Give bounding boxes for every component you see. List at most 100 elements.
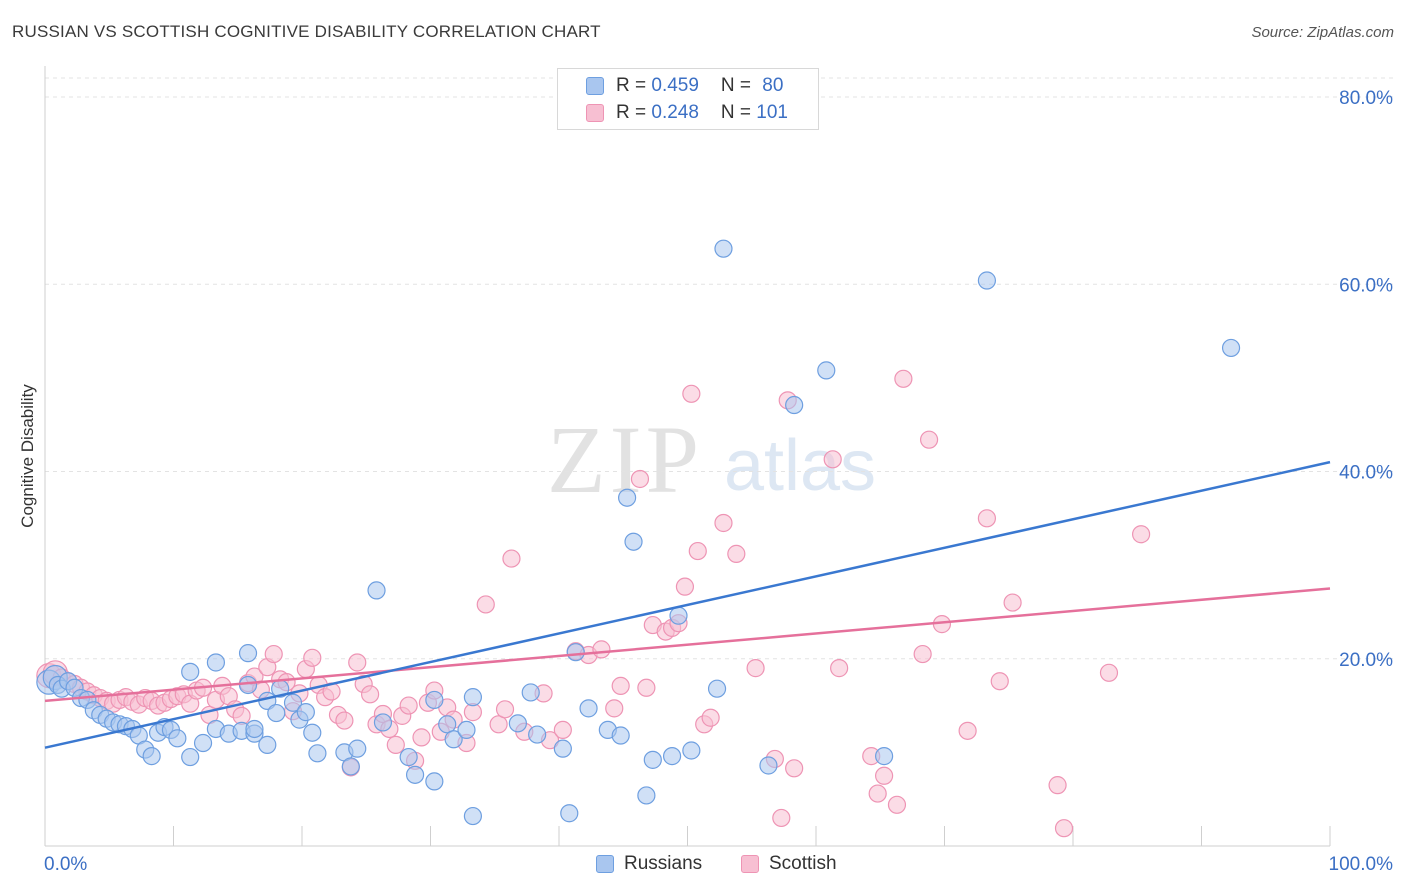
russian-point <box>714 239 733 258</box>
scottish-point <box>495 700 515 719</box>
russian-point <box>399 747 418 767</box>
scottish-point <box>348 653 367 672</box>
scottish-point <box>335 711 354 730</box>
scottish-point <box>553 720 572 740</box>
series-legend: Russians Scottish <box>0 853 1406 877</box>
russian-point <box>1221 338 1241 358</box>
russian-point <box>438 715 457 734</box>
russian-point <box>181 747 200 767</box>
russian-point <box>348 739 367 758</box>
chart-title: RUSSIAN VS SCOTTISH COGNITIVE DISABILITY… <box>12 22 601 41</box>
russian-point <box>463 806 483 826</box>
tick-labels: 20.0% 40.0% 60.0% 80.0% 0.0% 100.0% <box>44 88 1393 875</box>
scottish-point <box>958 721 977 740</box>
scottish-point <box>605 699 624 718</box>
russian-point <box>303 723 322 742</box>
scottish-point <box>1003 593 1022 612</box>
scottish-point <box>1048 776 1067 795</box>
scottish-r-label: R = <box>616 102 652 123</box>
scottish-point <box>875 766 894 785</box>
scottish-n-label: N = <box>720 102 757 123</box>
y-tick-label: 40.0% <box>1339 463 1393 484</box>
y-tick-label: 20.0% <box>1339 650 1393 671</box>
scottish-point <box>823 450 842 469</box>
russian-point <box>238 644 258 663</box>
scottish-swatch <box>586 104 604 122</box>
russian-point <box>142 747 161 766</box>
scottish-point <box>502 549 521 568</box>
trendlines <box>44 460 1331 749</box>
russian-point <box>193 733 213 753</box>
scottish-point <box>868 784 887 803</box>
scottish-point <box>303 648 322 667</box>
scottish-point <box>727 544 746 563</box>
scottish-point <box>746 659 765 678</box>
russian-point <box>553 739 572 758</box>
scottish-point <box>1054 819 1074 838</box>
y-axis-label: Cognitive Disability <box>18 384 37 528</box>
russian-point <box>528 725 547 744</box>
legend-item-scottish[interactable]: Scottish <box>741 853 837 875</box>
russian-point <box>624 532 643 551</box>
russians-trendline <box>44 460 1331 749</box>
scottish-point <box>489 715 508 734</box>
russian-point <box>508 714 527 733</box>
scottish-point <box>399 696 418 715</box>
russians-legend-row: R = 0.459 N = 80 <box>616 74 783 98</box>
scottish-point <box>1132 525 1151 544</box>
scottish-n-value: 101 <box>756 102 788 123</box>
scottish-point <box>830 659 849 678</box>
scottish-point <box>977 509 997 528</box>
scottish-point <box>637 678 656 697</box>
russian-point <box>444 730 463 749</box>
russian-point <box>566 643 585 662</box>
russian-point <box>267 703 286 723</box>
russian-point <box>707 679 727 698</box>
russian-point <box>463 688 483 707</box>
russian-point <box>238 675 258 695</box>
y-tick-label: 80.0% <box>1339 88 1393 109</box>
scottish-point <box>714 513 733 533</box>
russians-n-value: 80 <box>762 75 784 96</box>
scottish-point <box>894 369 913 388</box>
russian-point <box>405 765 425 784</box>
russian-point <box>682 741 701 760</box>
scottish-r-value: 0.248 <box>651 102 699 123</box>
scottish-point <box>476 595 495 614</box>
x-tick-label-max: 100.0% <box>1329 854 1394 875</box>
correlation-legend: R = 0.459 N = 80 R = 0.248 N = 101 <box>557 68 819 130</box>
scottish-trendline <box>44 587 1331 703</box>
russian-point <box>181 662 200 681</box>
russian-point <box>367 581 386 600</box>
russians-legend-label: Russians <box>624 853 703 874</box>
scottish-point <box>990 672 1009 691</box>
legend-item-russians[interactable]: Russians <box>596 853 702 875</box>
russians-swatch <box>586 77 604 95</box>
scottish-point <box>772 808 791 828</box>
russian-point <box>245 719 264 739</box>
scottish-point <box>361 685 380 704</box>
watermark-atlas: atlas <box>724 426 876 506</box>
russian-point <box>296 703 315 722</box>
scottish-legend-label: Scottish <box>769 853 837 874</box>
russian-point <box>579 699 598 718</box>
scottish-point <box>785 759 804 778</box>
russians-r-label: R = <box>616 75 652 96</box>
russian-point <box>341 757 360 776</box>
scottish-point <box>386 735 405 754</box>
scottish-point <box>913 644 932 664</box>
russian-point <box>643 750 662 769</box>
russian-point <box>258 735 277 754</box>
russian-point <box>521 683 540 702</box>
scottish-point <box>592 640 611 659</box>
scottish-point <box>919 430 939 449</box>
russian-point <box>977 271 997 290</box>
russian-point <box>373 713 393 732</box>
scottish-point <box>688 541 707 561</box>
y-tick-label: 60.0% <box>1339 275 1393 296</box>
scottish-point <box>887 795 907 814</box>
russian-point <box>425 690 444 710</box>
russian-point <box>206 653 226 672</box>
russians-legend-swatch <box>596 855 614 873</box>
russian-point <box>425 772 444 791</box>
